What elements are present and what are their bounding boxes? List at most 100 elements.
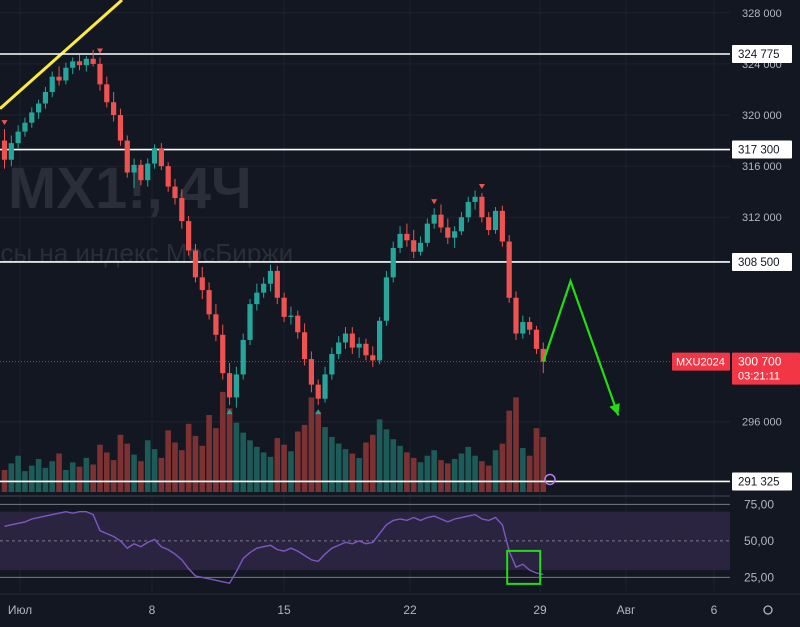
volume-bar [254,446,260,492]
candle-body [404,233,410,241]
candle-body [438,214,444,228]
candle-body [349,333,355,348]
time-tick-label: 6 [711,603,718,617]
time-tick-label: Июл [8,603,32,617]
volume-bar [35,459,42,492]
candle-body [192,250,199,278]
volume-bar [90,464,96,492]
candle-body [83,58,89,66]
candle-body [49,76,55,93]
volume-bar [158,457,165,492]
rsi-tick-label: 50,00 [744,534,774,548]
candle-body [322,374,328,399]
candle-body [506,241,512,298]
signal-marker-down [96,48,103,54]
candle-body [63,67,69,81]
price-axis [730,0,800,622]
candle-body [308,359,314,385]
candle-body [431,214,437,224]
candle-body [445,227,451,238]
volume-bar [520,448,526,492]
symbol-tag [672,352,730,371]
candle-body [226,373,233,398]
candle-body [329,353,335,375]
time-tick-label: 8 [149,603,156,617]
candle-body [520,322,526,334]
forecast-arrow [542,277,620,416]
volume-bar [315,411,322,492]
volume-bar [424,455,431,492]
candle-body [8,143,14,160]
watermark-description: осы на индекс МосБиржи [0,238,293,268]
candle-body [76,61,83,66]
level-tag [732,252,792,271]
candle-body [342,333,349,343]
candle-body [124,140,130,173]
candle-body [42,92,49,104]
candle-body [117,115,124,141]
price-tick-label: 312 000 [742,212,782,224]
candle-body [151,148,158,164]
candle-body [383,277,390,321]
alert-icon[interactable] [544,473,556,486]
volume-bar [144,440,151,492]
volume-bar [376,419,383,492]
volume-bar [226,408,233,492]
price-tick-label: 328 000 [742,8,782,20]
candle-body [213,314,219,335]
rsi-highlight-box [506,549,542,585]
volume-bar [301,424,308,492]
candle-body [111,102,117,116]
volume-bar [247,440,253,492]
level-tag-label: 317 300 [738,145,780,157]
volume-bar [138,461,144,492]
candle-body [281,297,287,317]
volume-bar [363,442,369,492]
volume-bar [431,450,437,492]
candle-body [417,242,424,252]
candle-body [29,112,35,123]
volume-bar [465,446,472,492]
volume-bar [42,467,49,492]
volume-bar [219,391,226,492]
candle-body [424,223,430,243]
candle-body [486,217,492,231]
candle-body [247,304,253,340]
volume-bar [472,455,478,492]
candle-body [199,277,205,291]
volume-bar [451,459,458,492]
volume-bar [438,460,444,492]
volume-bar [342,449,349,492]
volume-bar [104,452,110,492]
volume-bar [172,442,178,492]
volume-bar [97,444,103,492]
volume-bar [274,438,281,492]
candle-body [274,270,280,298]
candle-body [390,247,396,278]
level-tag [732,44,792,63]
price-tick-label: 316 000 [742,161,782,173]
candle-body [70,61,76,68]
candle-body [465,201,471,218]
candle-body [254,292,260,305]
candle-body [492,210,499,231]
rsi-tick-label: 25,00 [744,570,774,584]
volume-bar [526,455,533,492]
candle-body [288,315,294,317]
symbol-tag-label: MXU2024 [676,357,725,369]
candle-body [22,122,28,132]
candle-body [479,196,485,218]
volume-bar [179,450,185,492]
candle-body [172,186,178,199]
candle-body [513,297,519,334]
volume-bar [329,437,335,492]
settings-icon[interactable] [763,605,773,615]
volume-bar [124,443,131,492]
volume-bar [165,430,171,492]
volume-bar [499,443,506,492]
volume-bar [151,449,158,492]
volume-bar [335,443,342,492]
candle-body [261,283,267,293]
